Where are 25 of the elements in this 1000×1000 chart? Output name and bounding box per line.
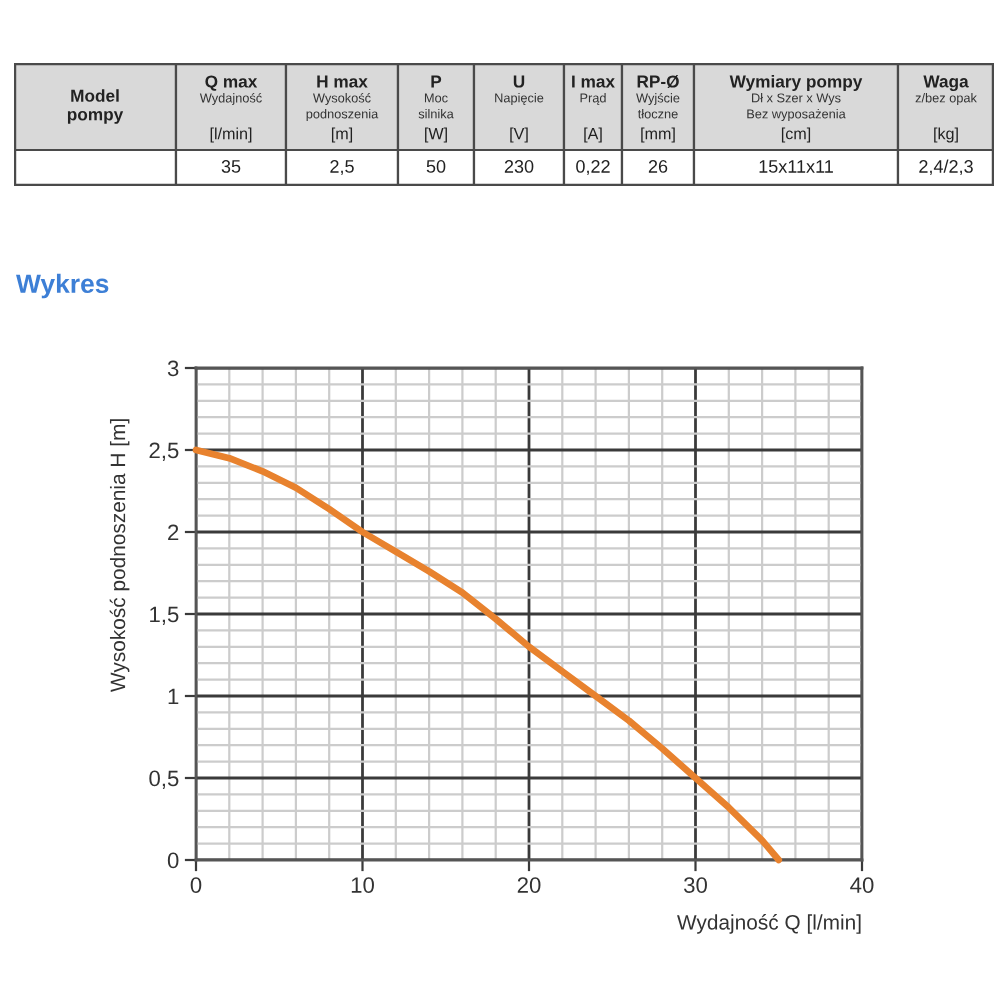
y-tick-label: 0,5 xyxy=(149,770,179,789)
x-tick-label: 20 xyxy=(517,877,541,893)
y-tick-label: 2 xyxy=(168,524,179,541)
text: 2,4/2,3 xyxy=(919,159,973,175)
x-tick-label: 0 xyxy=(190,877,202,893)
text: 2,5 xyxy=(330,160,354,175)
x-axis-title: Wydajność Q [l/min] xyxy=(677,914,861,934)
text: 26 xyxy=(648,160,668,173)
chart-title: Wykres xyxy=(16,273,109,299)
y-tick-label: 0 xyxy=(167,852,179,869)
category-label: Model pompy xyxy=(67,89,124,124)
y-tick-label: 3 xyxy=(167,360,179,377)
x-tick-label: 30 xyxy=(683,877,707,893)
text: 230 xyxy=(504,160,534,173)
x-tick-label: 40 xyxy=(850,877,874,893)
text: 15x11x11 xyxy=(759,160,833,173)
x-tick-label: 10 xyxy=(351,877,374,893)
text: 50 xyxy=(426,160,446,173)
y-tick-label: 2,5 xyxy=(149,442,179,461)
y-axis-title: Wysokość podnoszenia H [m] xyxy=(109,419,130,692)
y-tick-label: 1 xyxy=(168,688,179,705)
y-tick-label: 1,5 xyxy=(150,606,179,625)
text: 0,22 xyxy=(576,160,610,175)
text: 35 xyxy=(221,160,241,173)
line-series xyxy=(192,446,783,864)
